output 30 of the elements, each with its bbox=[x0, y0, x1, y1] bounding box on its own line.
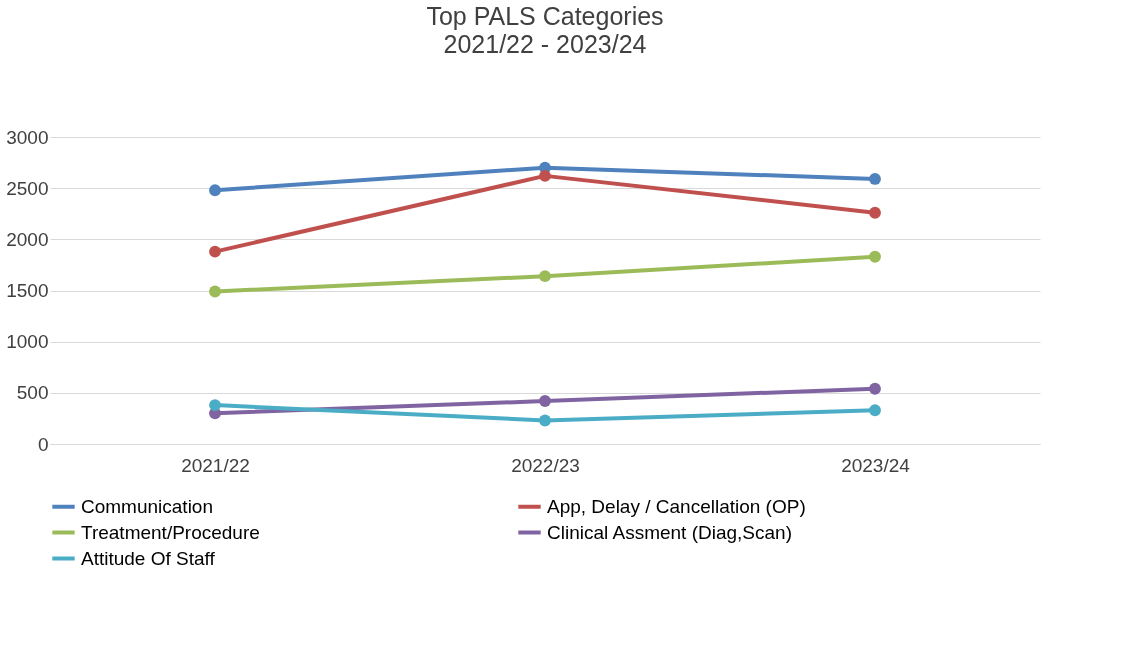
chart-subtitle: 2021/22 - 2023/24 bbox=[443, 30, 647, 58]
y-tick-label: 2500 bbox=[6, 177, 49, 199]
x-tick-label: 2021/22 bbox=[181, 454, 250, 476]
legend-label: Attitude Of Staff bbox=[81, 547, 216, 569]
point bbox=[539, 169, 551, 182]
point bbox=[869, 382, 881, 395]
point bbox=[869, 404, 881, 417]
point bbox=[539, 395, 551, 407]
point bbox=[869, 206, 881, 219]
y-tick-label: 1500 bbox=[6, 280, 49, 301]
legend-label: Communication bbox=[81, 495, 213, 517]
point bbox=[539, 270, 551, 283]
y-tick-label: 3000 bbox=[6, 126, 49, 148]
chart-title: Top PALS Categories bbox=[426, 2, 664, 30]
y-tick-label: 1000 bbox=[6, 331, 49, 353]
point bbox=[209, 245, 221, 258]
y-tick-label: 500 bbox=[16, 382, 49, 404]
x-tick-label: 2022/23 bbox=[511, 454, 580, 476]
point bbox=[209, 184, 221, 197]
legend-label: Clinical Assment (Diag,Scan) bbox=[547, 521, 792, 543]
point bbox=[869, 250, 881, 263]
y-tick-label: 0 bbox=[37, 433, 49, 455]
point bbox=[209, 399, 221, 412]
point bbox=[209, 285, 221, 298]
y-tick-label: 2000 bbox=[6, 228, 49, 250]
x-tick-label: 2023/24 bbox=[841, 454, 911, 476]
point bbox=[539, 414, 551, 427]
legend-label: App, Delay / Cancellation (OP) bbox=[547, 495, 806, 517]
legend-label: Treatment/Procedure bbox=[81, 521, 260, 543]
point bbox=[869, 173, 881, 185]
